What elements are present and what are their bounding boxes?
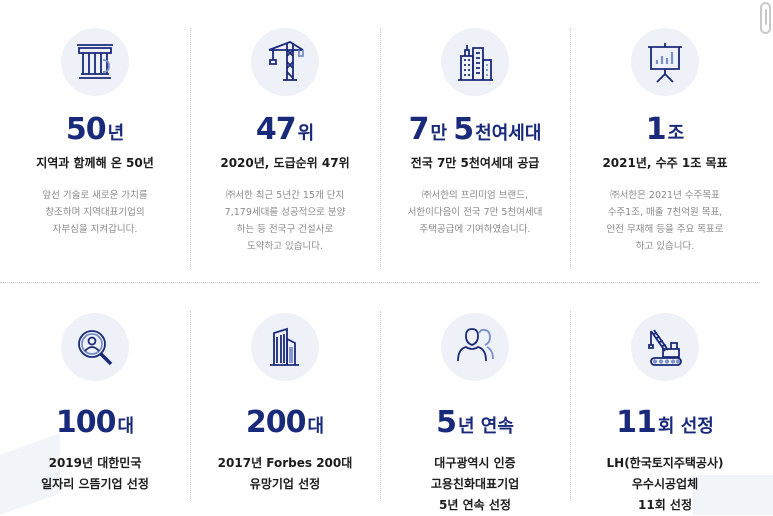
stat-value: 47 위 (255, 112, 315, 147)
achievement-card-50-years: 50 년 지역과 함께해 온 50년 앞선 기술로 새로운 가치를 창조하며 지역대… (0, 0, 190, 283)
people-icon (441, 313, 509, 381)
achievement-card-rank-47: 47 위 2020년, 도급순위 47위 ㈜서한 최근 5년간 15개 단지 7,1… (190, 0, 380, 283)
achievement-card-forbes-200: 200 대 2017년 Forbes 200대 유망기업 선정 (190, 283, 380, 515)
stat-title: 전국 7만 5천여세대 공급 (410, 156, 540, 170)
stat-value: 50 년 (65, 112, 125, 147)
stat-value: 200 대 (245, 405, 325, 440)
stat-description: 앞선 기술로 새로운 가치를 창조하며 지역대표기업의 자부심을 지켜갑니다. (42, 190, 148, 235)
tower-crane-icon (251, 28, 319, 96)
horizontal-divider (0, 282, 760, 283)
stat-title: 지역과 함께해 온 50년 (36, 156, 154, 170)
stat-description: ㈜서한의 프리미엄 브랜드, 서한이다음이 전국 7만 5천여세대 주택공급에 기여… (407, 190, 543, 235)
stat-value: 11 회 선정 (616, 405, 714, 440)
stat-title: 2017년 Forbes 200대 유망기업 선정 (217, 456, 353, 491)
scrollbar-handle[interactable] (760, 2, 771, 34)
achievement-card-top-100: 100 대 2019년 대한민국 일자리 으뜸기업 선정 (0, 283, 190, 515)
divider (190, 311, 191, 501)
divider (380, 28, 381, 269)
presentation-chart-icon (631, 28, 699, 96)
stat-title: 2021년, 수주 1조 목표 (602, 156, 728, 170)
stat-title: 2019년 대한민국 일자리 으뜸기업 선정 (41, 456, 149, 491)
stat-title: 2020년, 도급순위 47위 (220, 156, 350, 170)
achievement-card-11-times: 11 회 선정 LH(한국토지주택공사) 우수시공업체 11회 선정 (570, 283, 760, 515)
buildings-icon (441, 28, 509, 96)
stat-description: ㈜서한은 2021년 수주목표 수주1조, 매출 7천억원 목표, 안전 무재해 등… (606, 190, 724, 252)
background-shape-right (693, 475, 773, 515)
stat-title: LH(한국토지주택공사) 우수시공업체 11회 선정 (606, 456, 724, 512)
magnifier-person-icon (61, 313, 129, 381)
divider (570, 311, 571, 501)
crawler-crane-icon (631, 313, 699, 381)
divider (380, 311, 381, 501)
stat-value: 100 대 (55, 405, 135, 440)
divider (570, 28, 571, 269)
pillar-icon (61, 28, 129, 96)
divider (190, 28, 191, 269)
skyscraper-icon (251, 313, 319, 381)
stat-description: ㈜서한 최근 5년간 15개 단지 7,179세대를 성공적으로 분양 하는 등 전… (224, 190, 346, 252)
stat-title: 대구광역시 인증 고용친화대표기업 5년 연속 선정 (430, 456, 520, 512)
